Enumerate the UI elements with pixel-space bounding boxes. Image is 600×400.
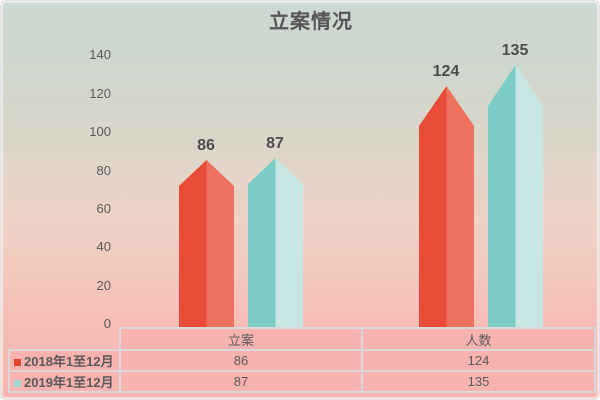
bar-series1-cat2[interactable] (419, 86, 474, 327)
legend-marker-series2-icon (14, 380, 21, 387)
data-label: 124 (432, 63, 460, 80)
legend-label: 2019年1至12月 (24, 375, 114, 390)
table-header-cat1: 立案 (119, 327, 363, 351)
bar-series2-cat1[interactable] (248, 158, 303, 327)
table-value: 124 (361, 349, 596, 372)
legend-marker-series1-icon (14, 359, 21, 366)
table-corner-cell (9, 328, 120, 350)
bar-series2-cat2[interactable] (488, 65, 543, 327)
bar-series1-cat1[interactable] (179, 160, 234, 327)
y-axis-tick: 80 (96, 163, 111, 178)
y-axis-tick: 60 (96, 201, 111, 216)
y-axis-tick: 120 (89, 86, 111, 101)
legend-item-2019: 2019年1至12月 (8, 370, 121, 393)
table-value: 135 (361, 370, 596, 393)
table-value: 87 (119, 370, 363, 393)
legend-label: 2018年1至12月 (24, 354, 114, 369)
table-header-cat2: 人数 (361, 327, 596, 351)
y-axis-tick: 140 (89, 47, 111, 62)
y-axis-tick: 20 (96, 278, 111, 293)
y-axis-tick: 0 (103, 316, 111, 331)
table-row: 2019年1至12月 87 135 (8, 370, 596, 393)
y-axis-tick: 100 (89, 124, 111, 139)
table-row: 2018年1至12月 86 124 (8, 349, 596, 372)
data-label: 135 (501, 42, 529, 59)
table-value: 86 (119, 349, 363, 372)
data-label: 87 (266, 135, 284, 152)
chart-title: 立案情况 (269, 11, 353, 33)
legend-item-2018: 2018年1至12月 (8, 349, 121, 372)
data-label: 86 (197, 137, 215, 154)
chart-data-table: 立案 人数 2018年1至12月 86 124 2019年1至12月 87 13… (8, 327, 596, 393)
y-axis-tick: 40 (96, 239, 111, 254)
